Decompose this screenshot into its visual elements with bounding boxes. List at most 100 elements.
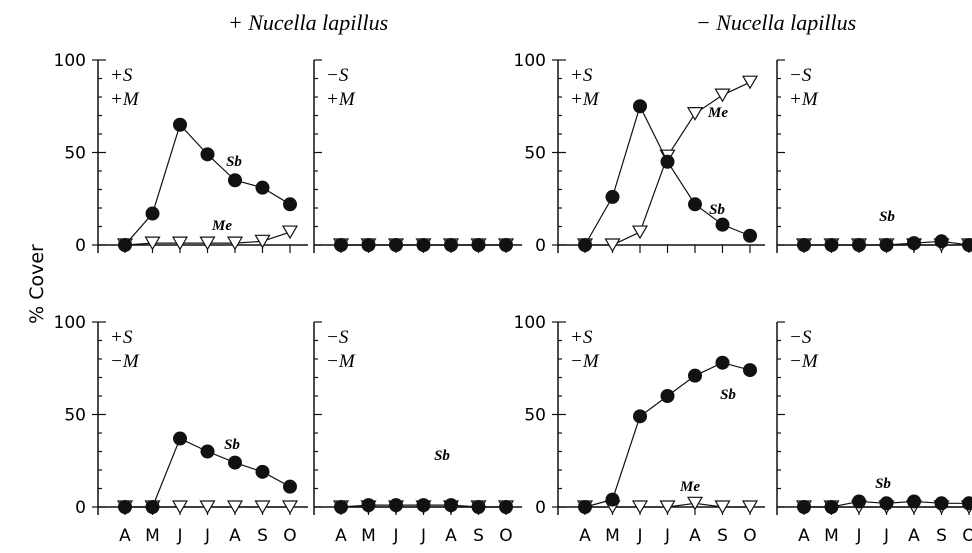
treatment-label: −M (570, 351, 600, 372)
data-point-triangle (199, 500, 216, 515)
data-point-circle (578, 238, 592, 252)
panel: A M J J A S O−S−MSb (313, 321, 522, 546)
y-axis-label: % Cover (26, 244, 48, 324)
data-point-circle (471, 238, 486, 252)
data-point-circle (200, 444, 215, 459)
data-point-circle (824, 238, 839, 252)
x-tick-label: A (908, 526, 920, 546)
treatment-label: −S (326, 65, 349, 86)
treatment-label: −M (110, 351, 140, 372)
data-point-circle (255, 180, 270, 195)
data-point-circle (879, 496, 894, 511)
data-point-triangle (686, 107, 704, 121)
x-tick-label: A (119, 526, 131, 546)
data-point-circle (688, 368, 702, 383)
data-point-circle (499, 238, 513, 252)
y-tick-label: 50 (64, 406, 86, 426)
panel: −S +M Sb (776, 59, 972, 253)
data-point-circle (200, 147, 215, 162)
data-point-triangle (741, 75, 759, 90)
treatment-label: +M (110, 89, 140, 110)
data-point-circle (633, 99, 647, 114)
data-point-circle (797, 238, 811, 252)
data-point-triangle (281, 500, 299, 515)
series-label: Sb (875, 476, 891, 492)
data-point-circle (907, 236, 921, 251)
data-point-circle (499, 500, 513, 514)
data-point-triangle (604, 238, 621, 253)
data-point-circle (743, 228, 757, 243)
y-tick-label: 0 (535, 236, 546, 256)
series-line (584, 362, 751, 508)
series-label: Me (707, 105, 728, 121)
y-tick-label: 100 (514, 313, 546, 333)
x-tick-label: A (579, 526, 591, 546)
data-point-circle (444, 498, 458, 513)
data-point-circle (334, 500, 348, 514)
treatment-label: +S (110, 327, 133, 348)
series-label: Sb (709, 202, 725, 218)
data-point-circle (389, 498, 403, 513)
x-tick-label: J (664, 526, 670, 546)
data-point-triangle (199, 236, 216, 251)
y-tick-label: 100 (54, 51, 86, 71)
data-point-circle (145, 206, 160, 221)
data-point-circle (173, 117, 187, 132)
data-point-circle (444, 238, 458, 252)
panel: −S +M (313, 59, 522, 253)
y-tick-label: 0 (535, 498, 546, 518)
series-label: Me (679, 479, 700, 495)
panel: A M J J A S O−S−MSb (776, 321, 972, 546)
data-point-triangle (631, 225, 649, 240)
data-point-circle (633, 409, 647, 424)
data-point-circle (228, 173, 242, 188)
data-point-circle (228, 455, 242, 470)
series-label: Sb (224, 437, 240, 453)
x-tick-label: M (605, 526, 620, 546)
data-point-circle (962, 496, 972, 511)
data-point-circle (334, 238, 348, 252)
data-point-circle (852, 494, 866, 509)
data-point-triangle (254, 234, 271, 249)
data-point-circle (118, 500, 132, 514)
x-tick-label: S (717, 526, 728, 546)
series-label: Sb (720, 387, 736, 403)
x-tick-label: O (499, 526, 512, 546)
data-point-triangle (226, 236, 244, 251)
data-point-triangle (714, 88, 731, 103)
data-point-circle (688, 197, 702, 212)
x-tick-label: A (335, 526, 347, 546)
data-point-triangle (254, 500, 271, 515)
data-point-circle (255, 464, 270, 479)
data-point-circle (715, 217, 730, 232)
x-tick-label: J (204, 526, 210, 546)
data-point-circle (361, 498, 376, 513)
x-tick-label: J (392, 526, 398, 546)
data-point-circle (962, 238, 972, 252)
x-tick-label: J (636, 526, 642, 546)
data-point-circle (118, 238, 132, 252)
treatment-label: −S (326, 327, 349, 348)
treatment-label: +M (789, 89, 819, 110)
data-point-circle (416, 498, 431, 513)
group-title: − Nucella lapillus (696, 10, 856, 35)
data-point-triangle (281, 225, 299, 240)
data-point-triangle (741, 500, 759, 515)
data-point-circle (660, 154, 675, 169)
data-point-circle (934, 234, 949, 249)
y-tick-label: 50 (524, 406, 546, 426)
x-tick-label: A (229, 526, 241, 546)
treatment-label: −M (326, 351, 356, 372)
data-point-circle (416, 238, 431, 252)
x-tick-label: O (743, 526, 756, 546)
panel: 0 50 100 +S +M Me Sb (54, 51, 308, 256)
x-tick-label: A (798, 526, 810, 546)
data-point-circle (173, 431, 187, 446)
series-label: Sb (879, 209, 895, 225)
data-point-circle (578, 500, 592, 514)
treatment-label: +M (326, 89, 356, 110)
data-point-circle (852, 238, 866, 252)
y-tick-label: 0 (75, 236, 86, 256)
x-tick-label: M (361, 526, 376, 546)
treatment-label: −S (789, 65, 812, 86)
